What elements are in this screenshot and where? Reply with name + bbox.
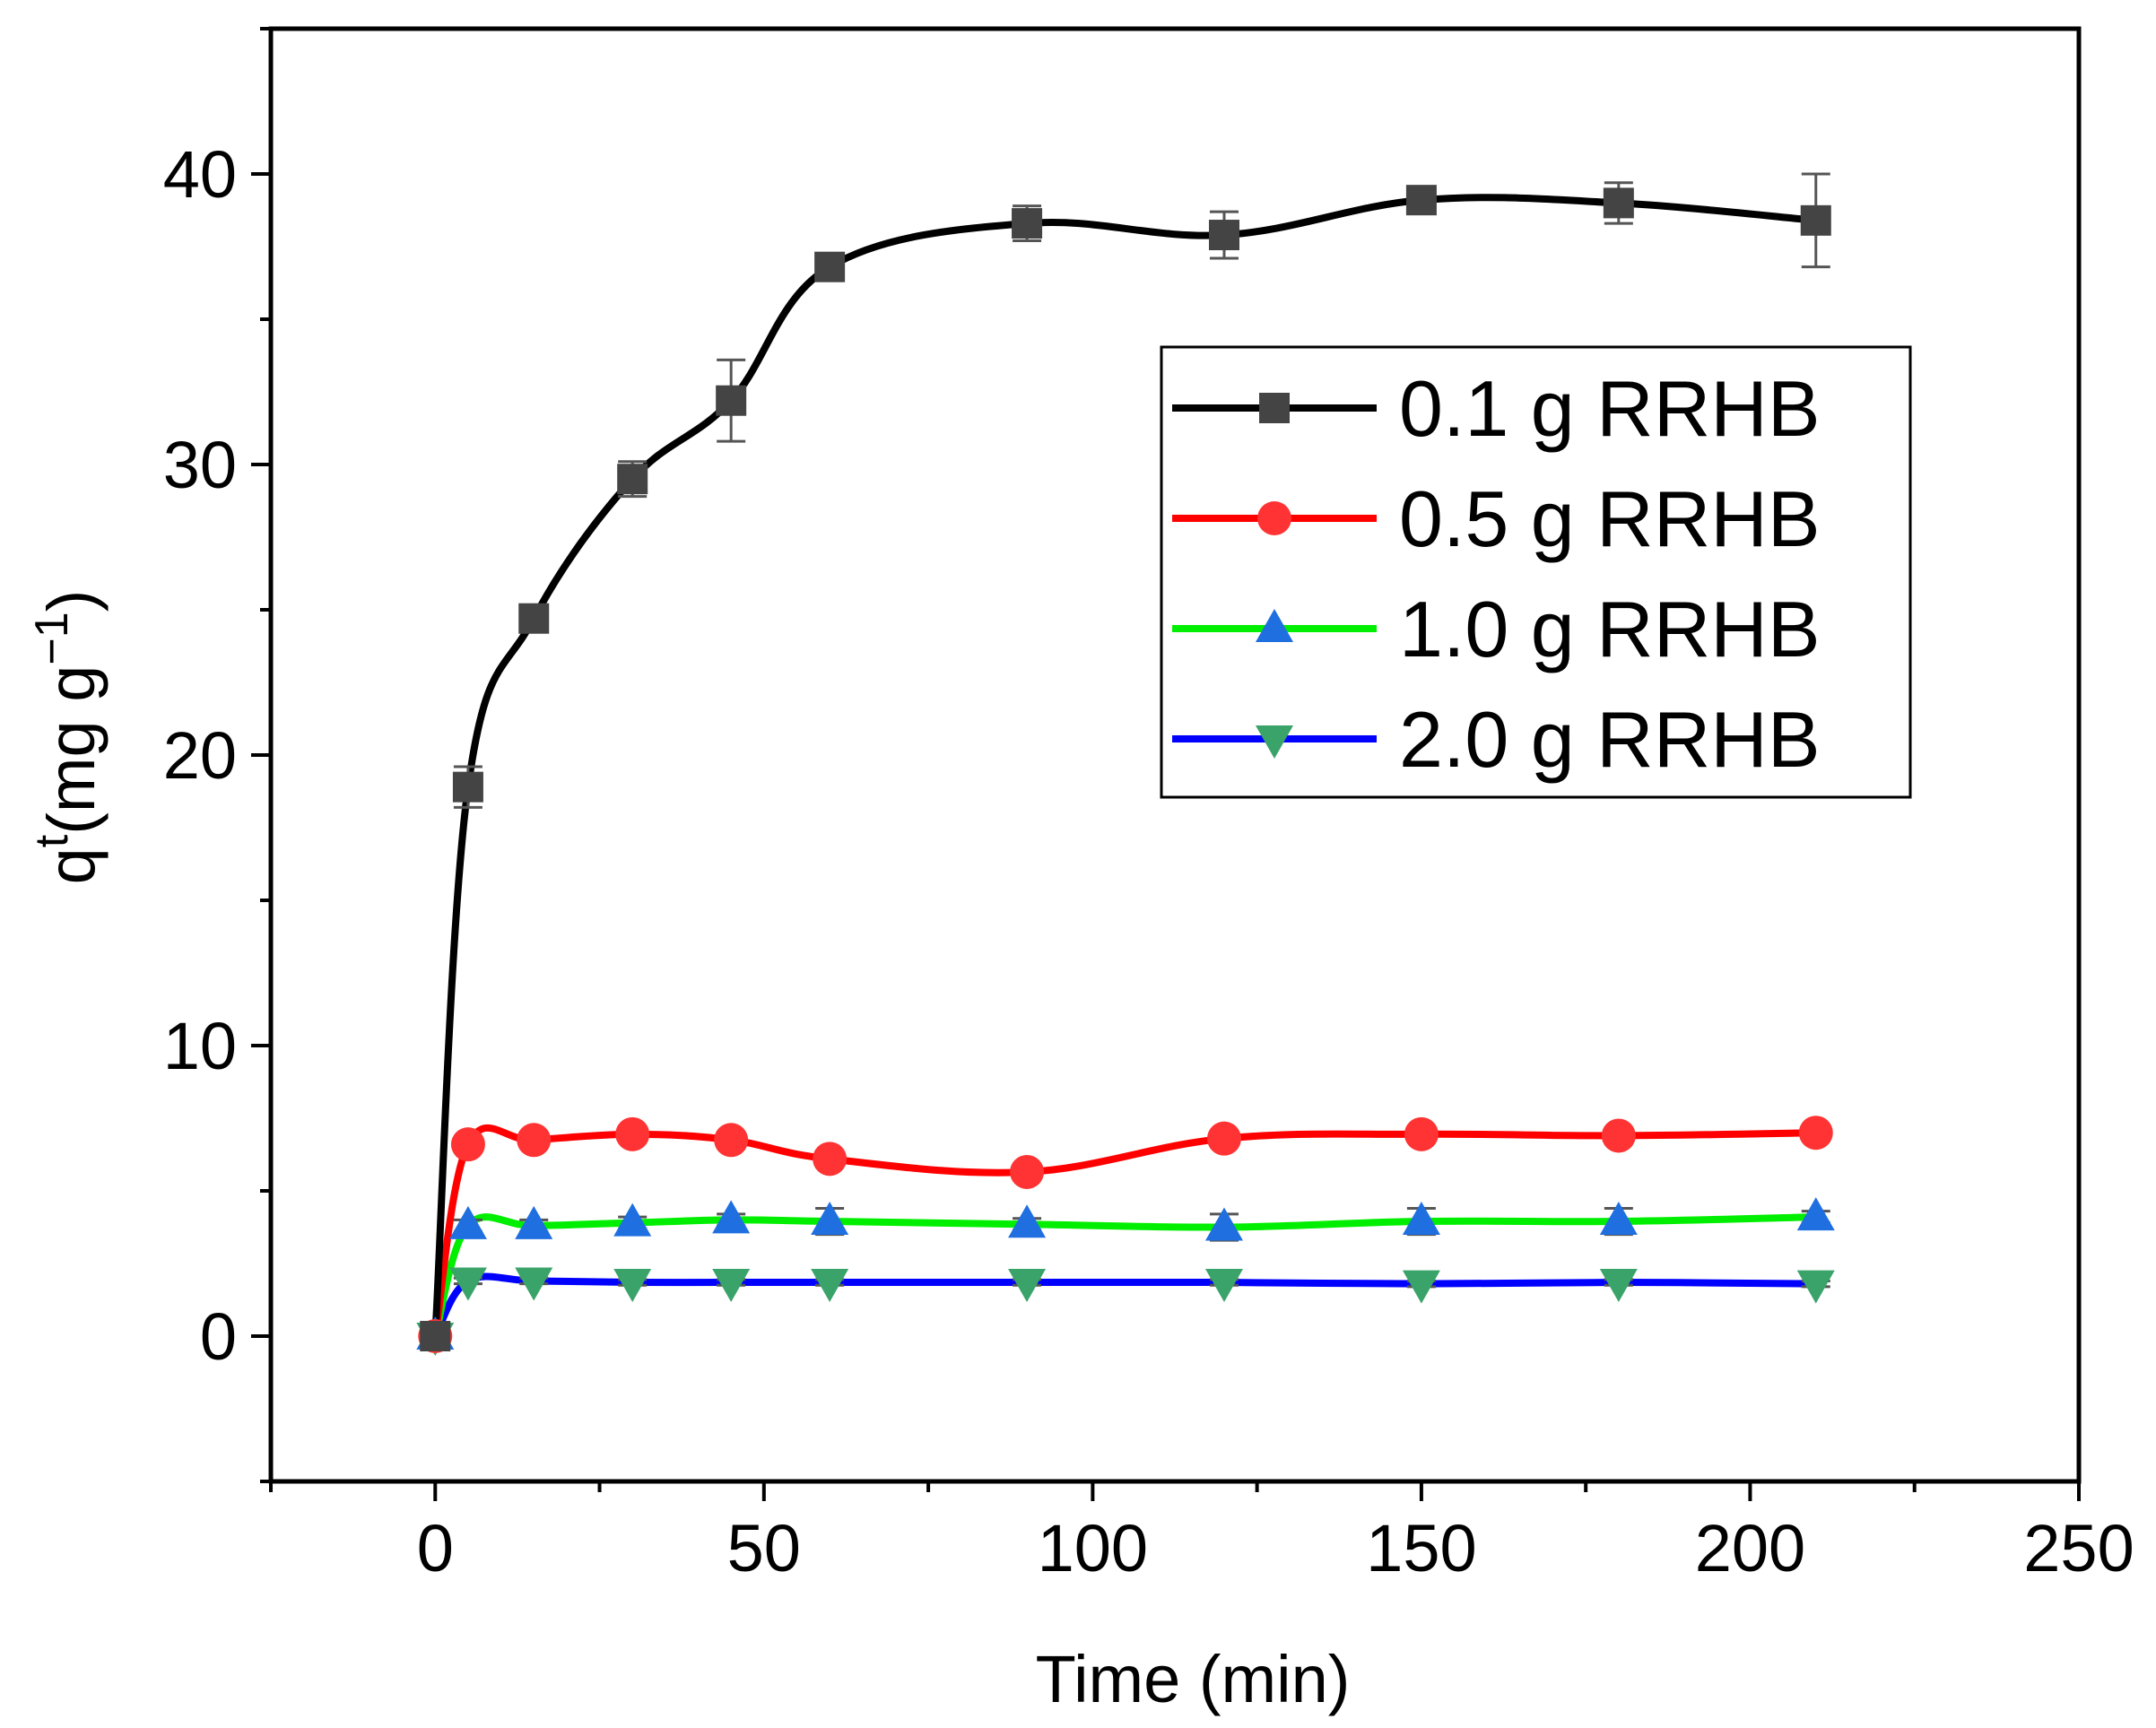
plot-area — [416, 172, 1835, 1356]
y-axis-title-unit-exp: −1 — [26, 612, 78, 664]
data-point — [1008, 1204, 1047, 1238]
legend-item: 1.0 g RRHB — [1172, 585, 1821, 673]
data-point — [1402, 1202, 1440, 1236]
series-line — [431, 194, 1817, 1337]
legend-swatch-marker — [1259, 393, 1290, 423]
series-markers — [420, 172, 1831, 1351]
data-point — [1402, 1270, 1440, 1304]
data-point — [613, 1203, 652, 1237]
y-tick-label: 30 — [163, 428, 237, 502]
legend-item: 0.1 g RRHB — [1172, 364, 1821, 453]
legend-swatch-marker — [1256, 609, 1293, 642]
legend-label: 0.1 g RRHB — [1399, 364, 1821, 453]
legend-swatch-marker — [1257, 501, 1291, 535]
data-point — [1405, 185, 1437, 216]
data-point — [613, 1269, 652, 1303]
data-point — [617, 464, 648, 495]
data-point — [1206, 1121, 1241, 1156]
data-point — [813, 1142, 848, 1177]
y-axis-title-base: q — [34, 847, 109, 884]
data-point — [448, 1205, 487, 1239]
data-point — [1798, 1116, 1833, 1151]
legend-item: 0.5 g RRHB — [1172, 474, 1821, 563]
data-point — [1601, 1118, 1636, 1153]
y-axis-title-sup: t — [26, 834, 78, 847]
data-point — [1603, 187, 1634, 219]
x-tick-label: 200 — [1695, 1511, 1805, 1585]
data-point — [1010, 1154, 1045, 1189]
plot-frame — [268, 26, 2082, 1484]
y-tick-label: 0 — [200, 1299, 237, 1374]
data-point — [712, 1269, 751, 1303]
data-point — [452, 771, 483, 803]
data-point — [714, 1123, 749, 1158]
x-tick-label: 150 — [1366, 1511, 1476, 1585]
data-point — [450, 1127, 485, 1162]
data-point — [420, 1321, 451, 1351]
data-point — [448, 1267, 487, 1301]
data-point — [1796, 1197, 1835, 1231]
data-point — [1012, 208, 1043, 239]
data-point — [712, 1200, 751, 1234]
axis-ticks: 0 50 100 150 200 250 0 10 20 30 40 — [163, 27, 2134, 1585]
legend-label: 0.5 g RRHB — [1399, 474, 1821, 563]
data-point — [1008, 1269, 1047, 1303]
y-tick-label: 10 — [163, 1009, 237, 1083]
data-point — [515, 1205, 553, 1239]
legend-label: 1.0 g RRHB — [1399, 585, 1821, 673]
data-point — [615, 1116, 650, 1151]
data-point — [517, 1123, 552, 1158]
data-point — [1204, 1269, 1243, 1303]
data-point — [1796, 1270, 1835, 1304]
x-axis-title: Time (min) — [1036, 1642, 1351, 1716]
series-markers — [416, 1197, 1835, 1350]
y-axis-title-unit: (mg g — [34, 665, 109, 835]
data-point — [515, 1267, 553, 1301]
x-tick-label: 50 — [727, 1511, 801, 1585]
data-point — [1599, 1202, 1638, 1236]
data-point — [814, 251, 846, 282]
legend-item: 2.0 g RRHB — [1172, 695, 1821, 784]
x-tick-label: 250 — [2023, 1511, 2134, 1585]
y-tick-label: 20 — [163, 718, 237, 793]
x-tick-label: 100 — [1038, 1511, 1148, 1585]
data-point — [716, 385, 747, 416]
data-point — [1599, 1269, 1638, 1303]
data-point — [1800, 204, 1831, 236]
data-point — [1404, 1116, 1439, 1151]
legend: 0.1 g RRHB 0.5 g RRHB 1.0 g RRHB 2.0 g RRHB — [1160, 345, 1912, 799]
y-axis-title-unit-close: ) — [34, 590, 109, 612]
series-line — [431, 1124, 1816, 1337]
data-point — [811, 1269, 849, 1303]
legend-label: 2.0 g RRHB — [1399, 695, 1821, 784]
data-point — [518, 603, 550, 634]
y-axis-title: qt(mg g−1) — [26, 590, 109, 885]
data-point — [811, 1202, 849, 1236]
x-tick-label: 0 — [417, 1511, 454, 1585]
data-point — [1204, 1207, 1243, 1241]
y-tick-label: 40 — [163, 137, 237, 212]
data-point — [1208, 220, 1239, 251]
legend-swatch-marker — [1256, 725, 1293, 759]
